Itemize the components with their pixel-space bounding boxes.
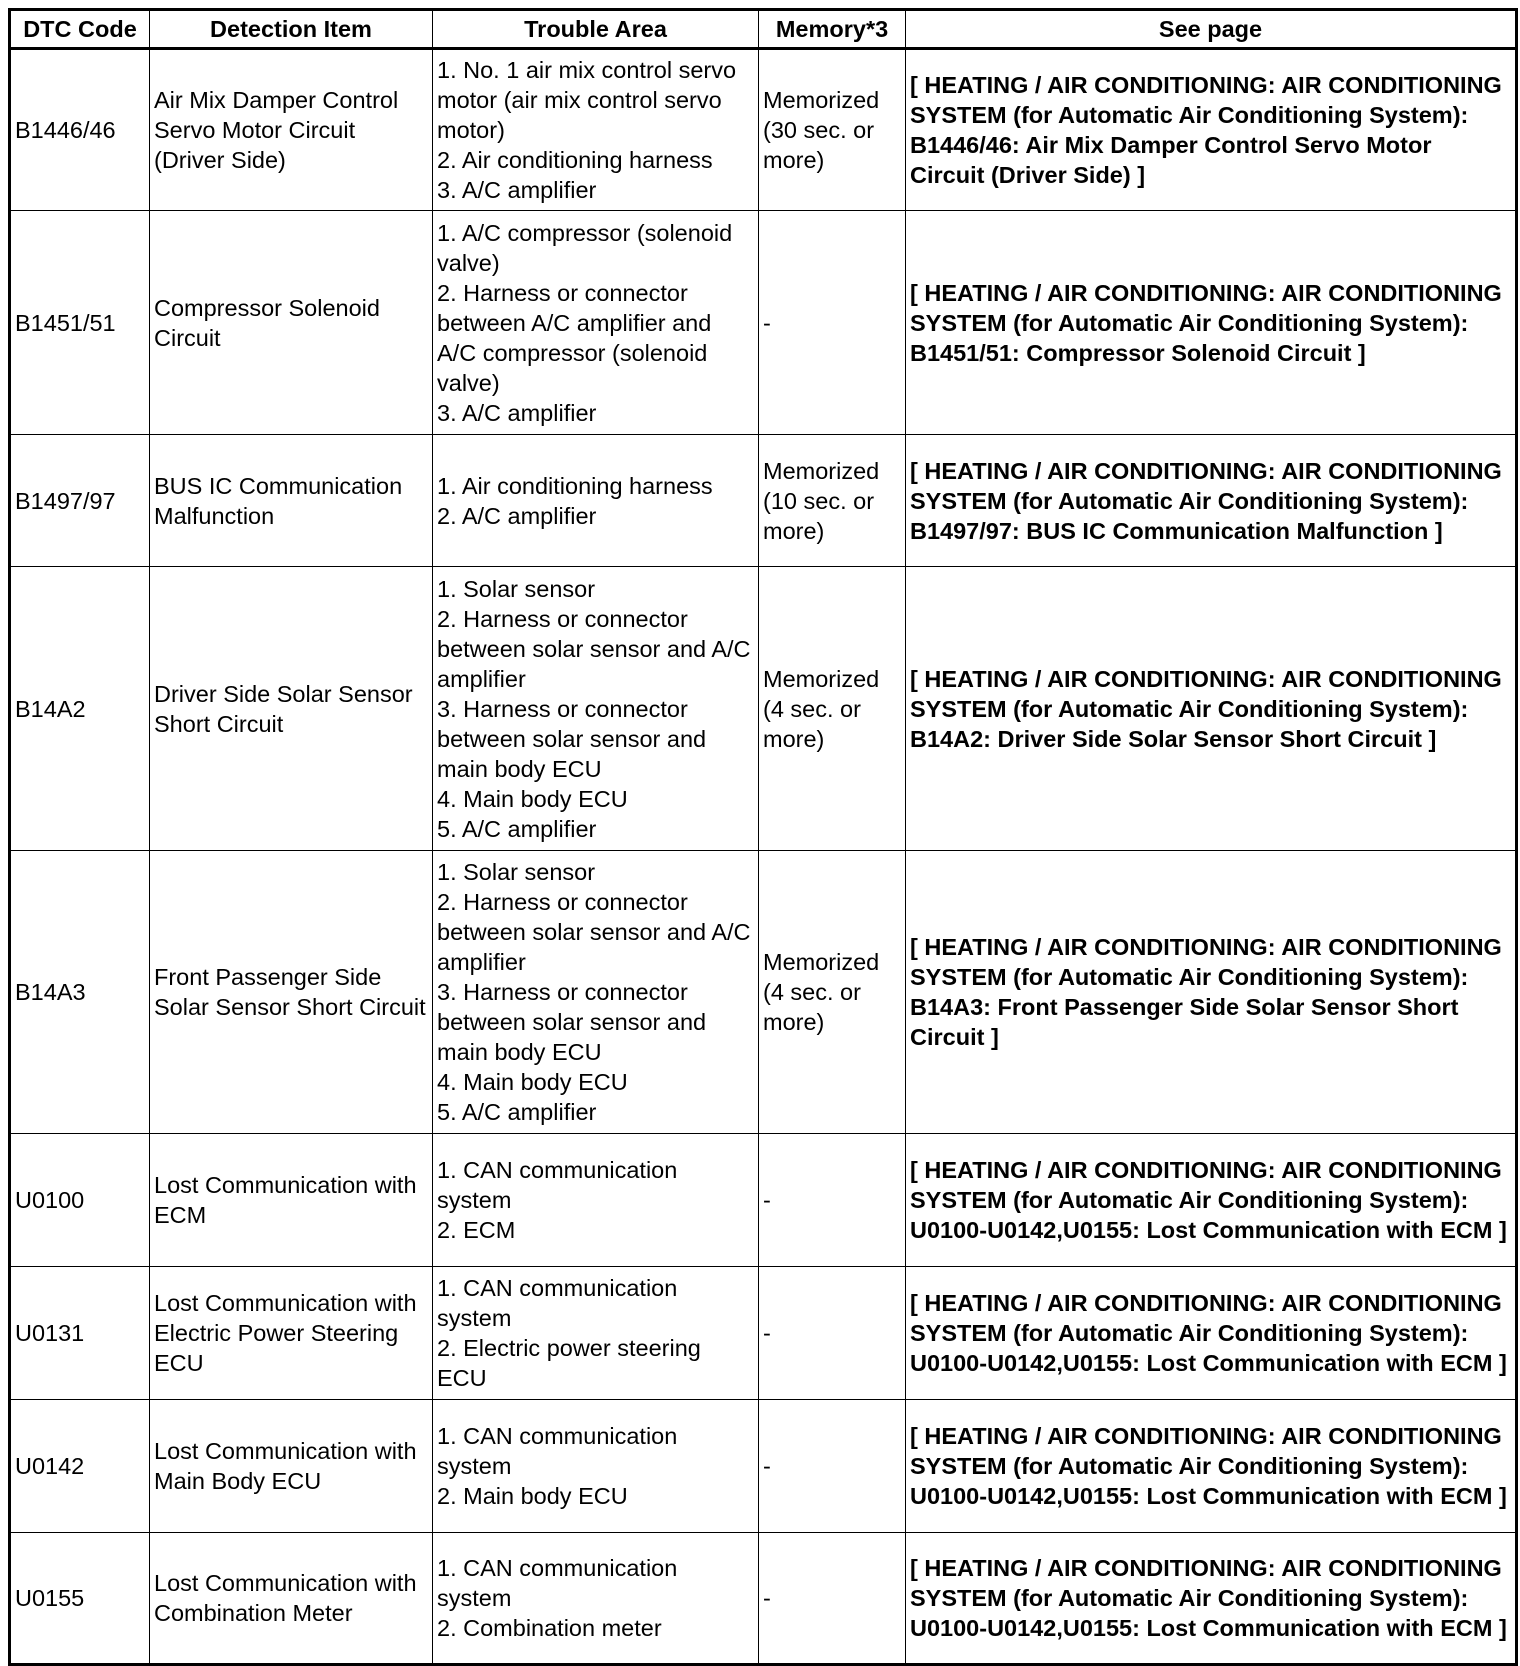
table-row: B1451/51 Compressor Solenoid Circuit 1. A/… (9, 210, 1517, 435)
memory-cell: - (758, 1266, 906, 1400)
see-page-link[interactable]: [ HEATING / AIR CONDITIONING: AIR CONDIT… (905, 1266, 1517, 1400)
trouble-area-item: 2. Air conditioning harness (437, 147, 713, 173)
detection-item-cell: Front Passenger Side Solar Sensor Short … (149, 850, 433, 1134)
detection-item-cell: Lost Communication with ECM (149, 1133, 433, 1267)
trouble-area-item: 5. A/C amplifier (437, 815, 597, 842)
trouble-area-cell: 1. Solar sensor 2. Harness or connector b… (432, 850, 759, 1134)
header-trouble-area: Trouble Area (432, 9, 759, 50)
trouble-area-cell: 1. Solar sensor 2. Harness or connector b… (432, 566, 759, 851)
trouble-area-item: 2. Harness or connector between A/C ampl… (437, 279, 712, 396)
trouble-area-item: 1. CAN communication system (437, 1555, 678, 1611)
dtc-code-cell: U0100 (9, 1133, 150, 1267)
trouble-area-cell: 1. CAN communication system 2. Main body … (432, 1399, 759, 1533)
memory-cell: Memorized (4 sec. or more) (758, 850, 906, 1134)
trouble-area-cell: 1. A/C compressor (solenoid valve) 2. Har… (432, 210, 759, 435)
detection-item-cell: Compressor Solenoid Circuit (149, 210, 433, 435)
detection-item-cell: Air Mix Damper Control Servo Motor Circu… (149, 48, 433, 211)
header-detection-item: Detection Item (149, 9, 433, 50)
see-page-link[interactable]: [ HEATING / AIR CONDITIONING: AIR CONDIT… (905, 48, 1517, 211)
see-page-link[interactable]: [ HEATING / AIR CONDITIONING: AIR CONDIT… (905, 434, 1517, 567)
detection-item-cell: Lost Communication with Main Body ECU (149, 1399, 433, 1533)
table-row: B1497/97 BUS IC Communication Malfunction… (9, 434, 1517, 567)
trouble-area-item: 3. A/C amplifier (437, 399, 597, 426)
memory-cell: - (758, 1532, 906, 1665)
trouble-area-item: 1. A/C compressor (solenoid valve) (437, 219, 733, 276)
see-page-link[interactable]: [ HEATING / AIR CONDITIONING: AIR CONDIT… (905, 1133, 1517, 1267)
trouble-area-item: 3. A/C amplifier (437, 177, 597, 203)
trouble-area-item: 2. Electric power steering ECU (437, 1335, 701, 1391)
dtc-code-cell: B1446/46 (9, 48, 150, 211)
trouble-area-item: 1. Solar sensor (437, 575, 596, 602)
memory-cell: Memorized (30 sec. or more) (758, 48, 906, 211)
memory-cell: - (758, 1133, 906, 1267)
trouble-area-cell: 1. Air conditioning harness 2. A/C amplif… (432, 434, 759, 567)
dtc-code-cell: U0142 (9, 1399, 150, 1533)
trouble-area-item: 3. Harness or connector between solar se… (437, 979, 707, 1065)
table-row: B1446/46 Air Mix Damper Control Servo Mot… (9, 48, 1517, 211)
see-page-link[interactable]: [ HEATING / AIR CONDITIONING: AIR CONDIT… (905, 210, 1517, 435)
table-row: B14A3 Front Passenger Side Solar Sensor S… (9, 850, 1517, 1134)
trouble-area-item: 2. Combination meter (437, 1615, 662, 1641)
trouble-area-cell: 1. CAN communication system 2. Electric p… (432, 1266, 759, 1400)
see-page-link[interactable]: [ HEATING / AIR CONDITIONING: AIR CONDIT… (905, 1532, 1517, 1665)
memory-cell: Memorized (4 sec. or more) (758, 566, 906, 851)
header-row: DTC Code Detection Item Trouble Area Mem… (9, 9, 1517, 50)
see-page-link[interactable]: [ HEATING / AIR CONDITIONING: AIR CONDIT… (905, 1399, 1517, 1533)
trouble-area-item: 5. A/C amplifier (437, 1099, 597, 1125)
dtc-code-cell: B1497/97 (9, 434, 150, 567)
trouble-area-item: 2. ECM (437, 1217, 516, 1243)
trouble-area-item: 1. CAN communication system (437, 1275, 678, 1331)
trouble-area-cell: 1. CAN communication system 2. Combinatio… (432, 1532, 759, 1665)
trouble-area-cell: 1. CAN communication system 2. ECM (432, 1133, 759, 1267)
memory-cell: - (758, 210, 906, 435)
trouble-area-item: 1. Air conditioning harness (437, 472, 713, 499)
dtc-code-cell: U0155 (9, 1532, 150, 1665)
header-see-page: See page (905, 9, 1517, 50)
trouble-area-item: 1. CAN communication system (437, 1157, 678, 1213)
see-page-link[interactable]: [ HEATING / AIR CONDITIONING: AIR CONDIT… (905, 850, 1517, 1134)
trouble-area-item: 1. No. 1 air mix control servo motor (ai… (437, 57, 737, 143)
table-row: B14A2 Driver Side Solar Sensor Short Circ… (9, 566, 1517, 851)
trouble-area-item: 4. Main body ECU (437, 1069, 628, 1095)
memory-cell: - (758, 1399, 906, 1533)
table-row: U0142 Lost Communication with Main Body E… (9, 1399, 1517, 1533)
trouble-area-item: 2. Harness or connector between solar se… (437, 889, 751, 975)
detection-item-cell: Lost Communication with Electric Power S… (149, 1266, 433, 1400)
table-row: U0155 Lost Communication with Combination… (9, 1532, 1517, 1665)
detection-item-cell: Lost Communication with Combination Mete… (149, 1532, 433, 1665)
trouble-area-item: 3. Harness or connector between solar se… (437, 695, 707, 782)
see-page-link[interactable]: [ HEATING / AIR CONDITIONING: AIR CONDIT… (905, 566, 1517, 851)
dtc-code-cell: B14A2 (9, 566, 150, 851)
trouble-area-item: 2. A/C amplifier (437, 502, 597, 529)
trouble-area-item: 2. Main body ECU (437, 1483, 628, 1509)
memory-cell: Memorized (10 sec. or more) (758, 434, 906, 567)
detection-item-cell: Driver Side Solar Sensor Short Circuit (149, 566, 433, 851)
table-row: U0100 Lost Communication with ECM 1. CAN c… (9, 1133, 1517, 1267)
detection-item-cell: BUS IC Communication Malfunction (149, 434, 433, 567)
trouble-area-item: 4. Main body ECU (437, 785, 628, 812)
table-row: U0131 Lost Communication with Electric Po… (9, 1266, 1517, 1400)
trouble-area-item: 1. CAN communication system (437, 1423, 678, 1479)
dtc-code-cell: B14A3 (9, 850, 150, 1134)
dtc-code-cell: U0131 (9, 1266, 150, 1400)
trouble-area-cell: 1. No. 1 air mix control servo motor (ai… (432, 48, 759, 211)
trouble-area-item: 1. Solar sensor (437, 859, 596, 885)
header-dtc-code: DTC Code (9, 9, 150, 50)
dtc-code-cell: B1451/51 (9, 210, 150, 435)
dtc-table: DTC Code Detection Item Trouble Area Mem… (8, 8, 1518, 1666)
header-memory: Memory*3 (758, 9, 906, 50)
trouble-area-item: 2. Harness or connector between solar se… (437, 605, 751, 692)
